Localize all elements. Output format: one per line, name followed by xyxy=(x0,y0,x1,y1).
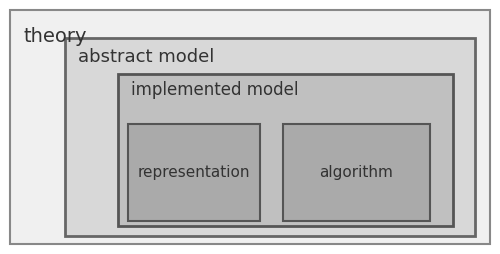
FancyBboxPatch shape xyxy=(118,74,452,226)
FancyBboxPatch shape xyxy=(65,38,475,236)
FancyBboxPatch shape xyxy=(10,10,490,244)
FancyBboxPatch shape xyxy=(282,124,430,221)
Text: representation: representation xyxy=(138,165,250,180)
Text: implemented model: implemented model xyxy=(131,81,298,99)
Text: abstract model: abstract model xyxy=(78,48,214,66)
Text: algorithm: algorithm xyxy=(320,165,394,180)
FancyBboxPatch shape xyxy=(128,124,260,221)
Text: theory: theory xyxy=(24,27,88,46)
